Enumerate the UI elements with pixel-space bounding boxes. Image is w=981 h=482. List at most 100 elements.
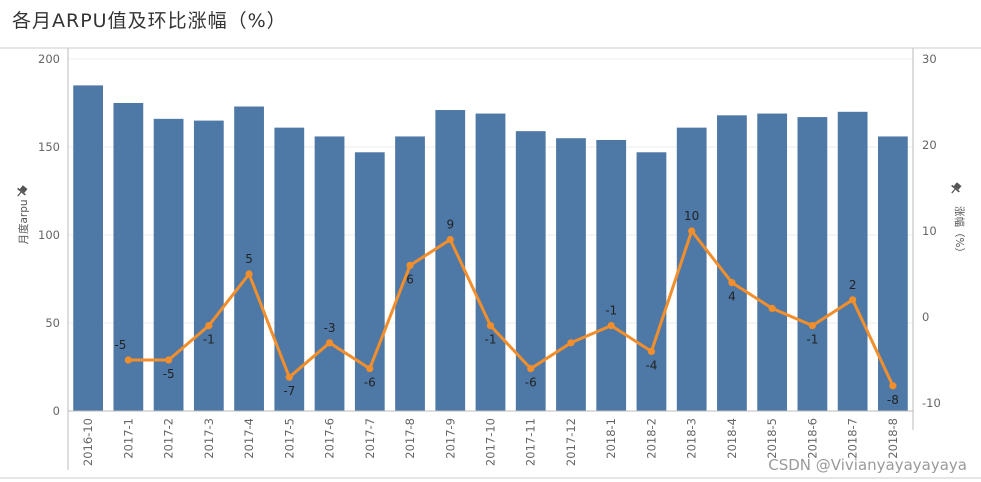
x-tick-label: 2018-3 [685, 418, 699, 459]
y-tick-label-left: 50 [45, 316, 60, 330]
line-point [124, 356, 132, 364]
line-point [406, 261, 414, 269]
data-label: -6 [525, 376, 537, 390]
line-point [688, 227, 696, 235]
x-tick-label: 2017-6 [323, 418, 337, 459]
data-label: -7 [283, 384, 295, 398]
data-label: -6 [364, 376, 376, 390]
pin-icon-right[interactable] [948, 181, 963, 196]
line-point [325, 339, 334, 347]
line-point [849, 296, 857, 304]
bar [274, 127, 305, 411]
data-label: -5 [114, 338, 126, 352]
axes [0, 47, 981, 479]
bar [515, 131, 546, 411]
x-tick-label: 2017-1 [121, 418, 135, 459]
y-tick-label-right: -10 [922, 396, 941, 410]
line-point [527, 365, 535, 373]
x-tick-label: 2018-2 [644, 418, 658, 459]
bar [717, 115, 747, 411]
x-tick-label: 2017-10 [484, 418, 498, 466]
data-label: 4 [728, 290, 736, 304]
line-point [164, 356, 173, 364]
bar [757, 113, 788, 411]
x-tick-label: 2018-1 [604, 418, 618, 459]
y-tick-label-right: 20 [922, 138, 937, 152]
data-label: -8 [887, 393, 899, 407]
bar [395, 136, 425, 411]
y-ticks-left: 0 50 100 150 200 [38, 52, 60, 418]
bar [676, 127, 707, 411]
x-tick-label: 2017-2 [162, 418, 176, 459]
y-tick-label-right: 30 [922, 52, 937, 66]
data-label: -1 [485, 333, 497, 347]
data-label: -1 [605, 304, 617, 318]
line-point [808, 322, 817, 330]
bar [596, 139, 627, 411]
y-tick-label-right: 10 [922, 224, 937, 238]
x-tick-label: 2017-8 [403, 418, 417, 459]
line-path [128, 229, 895, 387]
data-label: 2 [849, 278, 857, 292]
line-point [647, 347, 656, 355]
data-labels: -5 -5 -1 5 -7 -3 -6 6 9 -1 -6 -1 -4 10 4 -1 2 -8 [114, 209, 898, 407]
bar [193, 120, 224, 411]
line-point [768, 304, 776, 312]
x-tick-label: 2017-5 [282, 418, 296, 459]
line-point [446, 236, 454, 244]
line-point [366, 365, 374, 373]
bar [113, 103, 144, 411]
line-point [607, 322, 615, 330]
bar [636, 152, 667, 411]
bar [234, 106, 264, 412]
data-label: 9 [446, 218, 454, 232]
line-series [128, 229, 895, 387]
data-label: -3 [324, 321, 336, 335]
bar [837, 111, 868, 412]
x-tick-label: 2018-8 [886, 418, 900, 459]
data-label: -4 [645, 358, 657, 372]
data-label: 6 [406, 272, 414, 286]
watermark: CSDN @Vivianyayayayaya [768, 456, 967, 474]
y-tick-label-right: 0 [922, 310, 929, 324]
data-label: 5 [245, 252, 253, 266]
bar [314, 136, 345, 411]
y-axis-title-left: 月度arpu [17, 199, 30, 244]
line-point [285, 373, 293, 381]
x-tick-label: 2017-11 [524, 418, 538, 466]
x-tick-label: 2017-9 [443, 418, 457, 459]
x-tick-label: 2017-12 [564, 418, 578, 466]
y-tick-label-left: 150 [38, 140, 60, 154]
y-tick-label-left: 200 [38, 52, 60, 66]
y-axis-title-right: 涨幅（%） [953, 206, 966, 258]
x-tick-label: 2017-4 [242, 418, 256, 459]
y-ticks-right: -10 0 10 20 30 [922, 52, 941, 410]
pin-icon-left[interactable] [14, 184, 29, 199]
x-ticks: 2016-10 2017-1 2017-2 2017-3 2017-4 2017-5 201… [81, 418, 900, 466]
line-point [486, 322, 495, 330]
line-point [889, 382, 897, 390]
x-tick-label: 2018-6 [805, 418, 819, 459]
x-tick-label: 2018-7 [846, 418, 860, 459]
bar [556, 138, 586, 411]
bar-series [73, 85, 908, 412]
x-tick-label: 2016-10 [81, 418, 95, 466]
line-point [728, 279, 736, 287]
line-point [567, 339, 575, 347]
bar [797, 117, 828, 411]
y-tick-label-left: 0 [53, 404, 60, 418]
line-point [205, 322, 213, 330]
data-label: -1 [806, 333, 818, 347]
x-tick-label: 2017-3 [202, 418, 216, 459]
data-label: -5 [163, 367, 175, 381]
bar [877, 136, 908, 411]
chart-title: 各月ARPU值及环比涨幅（%） [12, 10, 287, 32]
bar [475, 113, 506, 411]
line-points [124, 227, 897, 390]
x-tick-label: 2017-7 [363, 418, 377, 459]
x-tick-label: 2018-5 [765, 418, 779, 459]
data-label: 10 [684, 209, 699, 223]
y-tick-label-left: 100 [38, 228, 60, 242]
line-point [245, 270, 253, 278]
